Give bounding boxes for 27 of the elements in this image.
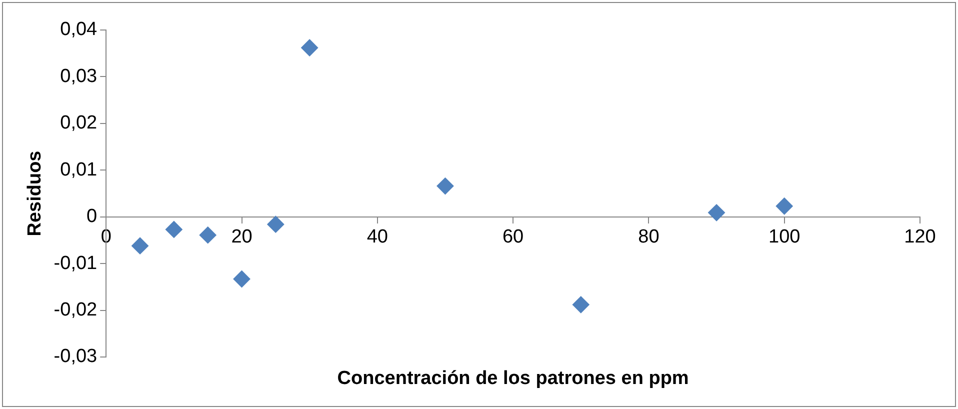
point <box>436 178 454 195</box>
x-tick-label: 0 <box>100 226 112 248</box>
x-axis-title: Concentración de los patrones en ppm <box>337 368 689 390</box>
point <box>776 198 793 215</box>
x-tick-label: 60 <box>502 226 524 248</box>
x-tick-label: 120 <box>904 226 936 248</box>
point <box>233 270 250 288</box>
point <box>199 226 216 244</box>
y-axis-title: Residuos <box>24 150 46 236</box>
point <box>267 216 284 233</box>
x-tick-label: 80 <box>638 226 660 248</box>
y-tick-label: -0,02 <box>54 300 98 321</box>
point <box>708 204 726 222</box>
x-tick-label: 40 <box>366 226 388 248</box>
y-tick-label: 0,01 <box>60 159 98 180</box>
y-tick-label: 0 <box>86 206 98 228</box>
y-tick-label: 0,03 <box>60 66 98 87</box>
y-tick-label: 0,04 <box>60 19 98 40</box>
x-tick-label: 100 <box>768 226 800 248</box>
point <box>165 220 182 238</box>
point <box>132 237 149 254</box>
point <box>301 39 318 56</box>
x-tick-label: 20 <box>231 226 252 248</box>
point <box>572 296 590 314</box>
y-tick-label: -0,01 <box>54 252 98 274</box>
y-tick-label: 0,02 <box>60 112 98 134</box>
y-tick-label: -0,03 <box>54 346 98 368</box>
